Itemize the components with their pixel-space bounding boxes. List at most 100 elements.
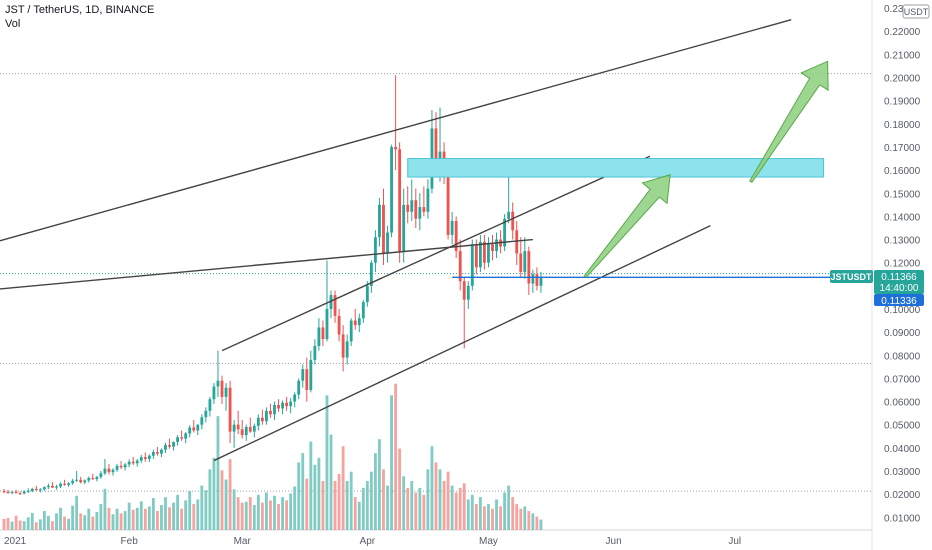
symbol-title[interactable]: JST / TetherUS, 1D, BINANCE — [5, 4, 155, 16]
candle-body — [470, 244, 474, 286]
volume-bar — [317, 457, 321, 530]
volume-bar — [87, 508, 91, 530]
volume-bar — [394, 383, 398, 530]
volume-bar — [83, 515, 87, 530]
volume-bar — [507, 485, 511, 530]
price-axis[interactable]: 0.23000 0.22000 0.21000 0.20000 0.19000 0.180… — [884, 4, 921, 524]
volume-bar — [10, 521, 14, 530]
candle-body — [38, 489, 42, 491]
candle-body — [483, 241, 486, 263]
candle-body — [281, 402, 284, 409]
candle-body — [446, 177, 450, 235]
volume-bar — [374, 453, 377, 530]
candle-body — [91, 477, 95, 480]
volume-bar — [406, 487, 410, 530]
candle-body — [55, 486, 58, 488]
candle-body — [240, 429, 244, 436]
volume-bar — [357, 501, 361, 530]
candle-body — [42, 487, 46, 490]
price-tick-label: 0.13000 — [884, 236, 921, 247]
candle-body — [232, 424, 236, 432]
volume-bars — [2, 383, 543, 530]
volume-bar — [301, 453, 305, 530]
price-tick-label: 0.05000 — [884, 421, 921, 432]
candle-body — [285, 402, 289, 407]
volume-bar — [369, 471, 373, 530]
candle-body — [208, 399, 212, 411]
candle-body — [220, 380, 224, 397]
volume-bar — [2, 518, 6, 530]
price-tick-label: 0.21000 — [884, 50, 921, 61]
volume-bar — [224, 479, 228, 530]
drawings[interactable] — [0, 18, 872, 462]
volume-bar — [244, 501, 248, 530]
candle-body — [83, 480, 87, 483]
prev-price-label: 0.11336 — [881, 296, 917, 307]
volume-bar — [313, 464, 317, 530]
price-tick-label: 0.20000 — [884, 74, 921, 85]
volume-bar — [103, 488, 107, 530]
candle-body — [535, 274, 539, 286]
candle-body — [345, 341, 349, 358]
candle-body — [353, 320, 357, 326]
candle-body — [273, 405, 276, 415]
volume-bar — [285, 500, 289, 530]
price-tick-label: 0.08000 — [884, 351, 921, 362]
candle-body — [123, 464, 127, 468]
volume-bar — [410, 480, 414, 530]
candle-body — [111, 469, 115, 473]
candle-body — [34, 488, 38, 491]
candle-body — [386, 232, 389, 254]
volume-bar — [139, 501, 143, 530]
volume-bar — [382, 469, 385, 530]
time-tick-label: 2021 — [4, 536, 27, 547]
time-axis[interactable]: 2021 Feb Mar Apr May Jun Jul — [4, 536, 741, 547]
volume-bar — [333, 480, 337, 530]
candle-body — [333, 295, 337, 316]
candle-body — [474, 244, 478, 268]
volume-bar — [293, 486, 297, 530]
countdown-label: 14:40:00 — [880, 283, 919, 294]
volume-bar — [341, 446, 345, 530]
rising-channel-bottom-trendline — [213, 225, 711, 462]
volume-bar — [151, 498, 155, 530]
volume-bar — [220, 470, 224, 530]
price-tick-label: 0.09000 — [884, 328, 921, 339]
candle-body — [265, 410, 268, 422]
time-tick-label: Jun — [606, 536, 622, 547]
volume-bar — [180, 508, 184, 530]
volume-bar — [127, 502, 131, 530]
volume-bar — [38, 519, 42, 530]
volume-bar — [67, 518, 71, 530]
volume-bar — [26, 517, 30, 530]
volume-bar — [131, 509, 135, 530]
candle-body — [228, 387, 232, 432]
currency-badge — [902, 4, 930, 19]
volume-bar — [192, 504, 196, 530]
candle-body — [127, 461, 131, 465]
volume-bar — [147, 506, 151, 530]
candle-body — [406, 204, 410, 212]
volume-bar — [297, 462, 301, 530]
candle-body — [361, 302, 365, 319]
volume-bar — [91, 516, 95, 530]
candle-body — [374, 237, 377, 263]
candle-body — [192, 427, 196, 431]
candle-body — [289, 401, 293, 407]
volume-indicator-label[interactable]: Vol — [5, 18, 21, 30]
candle-body — [176, 437, 180, 443]
volume-bar — [438, 469, 442, 530]
volume-bar — [55, 513, 58, 530]
candle-body — [357, 318, 361, 326]
candle-body — [256, 417, 260, 426]
volume-bar — [123, 511, 127, 530]
candle-body — [14, 491, 18, 494]
volume-bar — [277, 504, 280, 530]
candle-body — [454, 221, 458, 252]
volume-bar — [398, 448, 402, 530]
candle-body — [160, 449, 163, 454]
candle-body — [30, 488, 34, 491]
candle-body — [135, 460, 139, 464]
